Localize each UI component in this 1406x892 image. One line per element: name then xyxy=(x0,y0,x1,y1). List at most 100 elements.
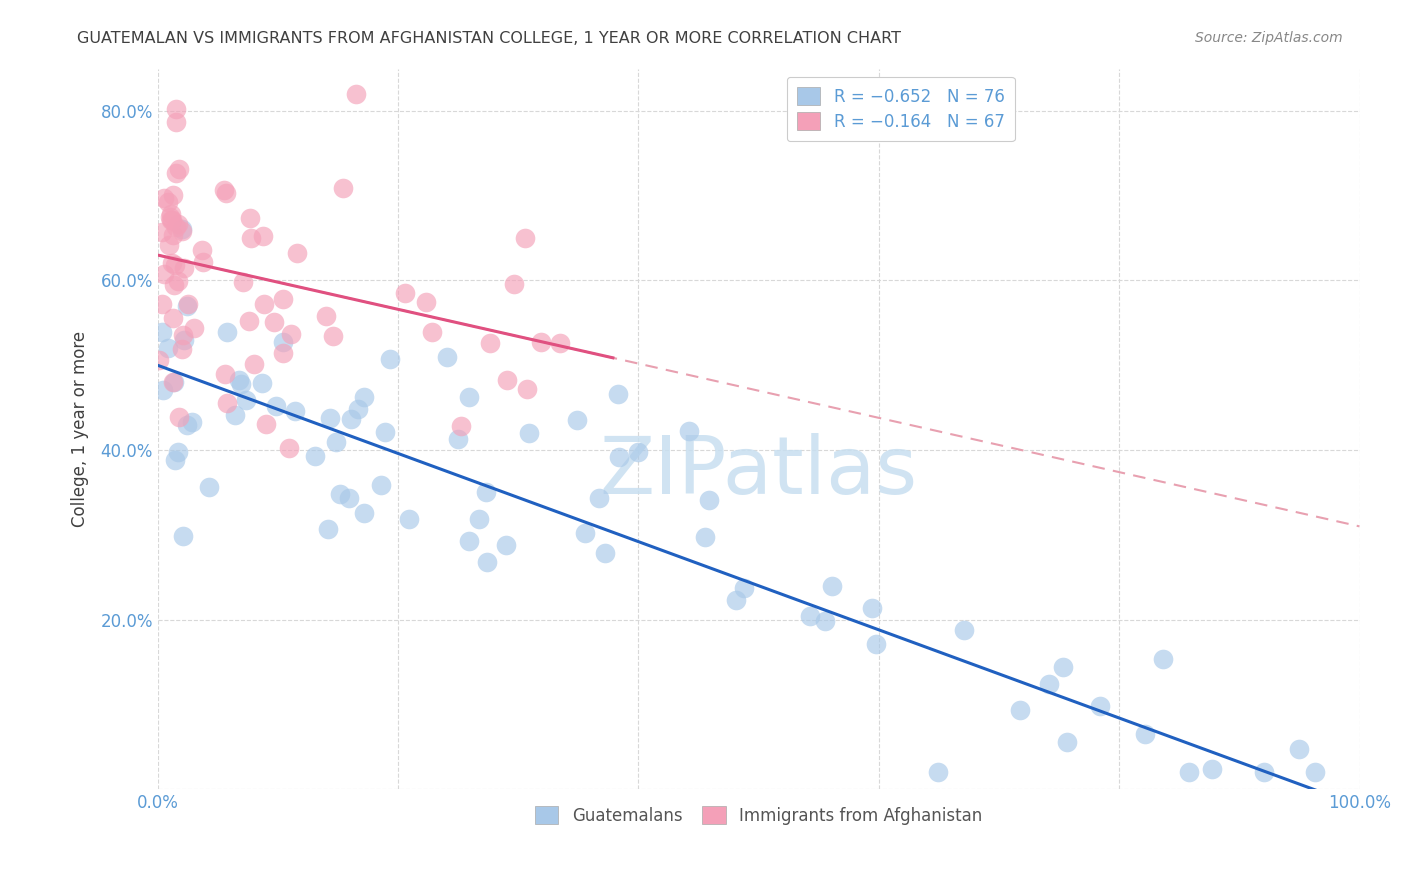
Point xyxy=(183,321,205,335)
Point xyxy=(152,383,174,397)
Point xyxy=(548,336,571,351)
Point xyxy=(475,485,498,500)
Point xyxy=(322,328,344,343)
Point xyxy=(159,211,181,225)
Point xyxy=(232,275,254,289)
Point xyxy=(693,530,716,544)
Point xyxy=(167,445,190,459)
Point xyxy=(150,297,173,311)
Point xyxy=(1201,762,1223,776)
Point xyxy=(475,555,498,569)
Point xyxy=(173,261,195,276)
Point xyxy=(516,382,538,396)
Point xyxy=(176,418,198,433)
Point xyxy=(214,367,236,381)
Point xyxy=(163,376,186,390)
Point xyxy=(215,325,238,339)
Point xyxy=(263,315,285,329)
Point xyxy=(1056,734,1078,748)
Point xyxy=(398,512,420,526)
Point xyxy=(436,350,458,364)
Point xyxy=(1052,659,1074,673)
Point xyxy=(170,224,193,238)
Point xyxy=(495,538,517,552)
Point xyxy=(1088,698,1111,713)
Point xyxy=(1008,703,1031,717)
Point xyxy=(229,377,252,392)
Point xyxy=(280,327,302,342)
Point xyxy=(565,413,588,427)
Point xyxy=(339,412,361,426)
Point xyxy=(172,342,194,356)
Point xyxy=(447,433,470,447)
Point xyxy=(172,528,194,542)
Point xyxy=(224,408,246,422)
Point xyxy=(264,399,287,413)
Point xyxy=(325,434,347,449)
Point xyxy=(353,390,375,404)
Point xyxy=(697,493,720,508)
Point xyxy=(304,450,326,464)
Point xyxy=(177,297,200,311)
Point xyxy=(160,213,183,227)
Point xyxy=(162,187,184,202)
Point xyxy=(162,376,184,390)
Point xyxy=(212,183,235,197)
Point xyxy=(166,217,188,231)
Point xyxy=(162,311,184,326)
Point xyxy=(503,277,526,292)
Point xyxy=(160,256,183,270)
Text: ZIPatlas: ZIPatlas xyxy=(599,434,918,511)
Point xyxy=(165,219,187,234)
Point xyxy=(172,327,194,342)
Point xyxy=(160,212,183,227)
Y-axis label: College, 1 year or more: College, 1 year or more xyxy=(72,331,89,527)
Text: GUATEMALAN VS IMMIGRANTS FROM AFGHANISTAN COLLEGE, 1 YEAR OR MORE CORRELATION CH: GUATEMALAN VS IMMIGRANTS FROM AFGHANISTA… xyxy=(77,31,901,46)
Point xyxy=(450,419,472,434)
Point xyxy=(517,425,540,440)
Point xyxy=(725,593,748,607)
Point xyxy=(167,274,190,288)
Point xyxy=(148,353,170,368)
Legend: Guatemalans, Immigrants from Afghanistan: Guatemalans, Immigrants from Afghanistan xyxy=(524,797,993,835)
Point xyxy=(160,207,183,221)
Point xyxy=(458,390,481,404)
Point xyxy=(607,450,630,465)
Point xyxy=(273,346,295,360)
Point xyxy=(156,194,179,209)
Point xyxy=(353,506,375,520)
Point xyxy=(927,765,949,780)
Point xyxy=(153,267,176,281)
Point xyxy=(252,229,274,244)
Point xyxy=(574,525,596,540)
Point xyxy=(167,410,190,425)
Point xyxy=(378,351,401,366)
Point xyxy=(278,441,301,455)
Point xyxy=(319,411,342,425)
Point xyxy=(495,373,517,387)
Point xyxy=(157,341,180,355)
Point xyxy=(284,403,307,417)
Point xyxy=(150,225,173,239)
Point xyxy=(193,254,215,268)
Point xyxy=(165,259,187,273)
Point xyxy=(287,245,309,260)
Point xyxy=(271,293,294,307)
Point xyxy=(316,522,339,536)
Point xyxy=(315,309,337,323)
Point xyxy=(733,581,755,595)
Point xyxy=(1152,651,1174,665)
Point xyxy=(176,299,198,313)
Point xyxy=(865,637,887,651)
Point xyxy=(627,445,650,459)
Point xyxy=(799,608,821,623)
Point xyxy=(678,424,700,438)
Point xyxy=(1253,765,1275,780)
Point xyxy=(228,373,250,387)
Point xyxy=(344,87,367,101)
Point xyxy=(239,211,262,225)
Point xyxy=(337,491,360,505)
Point xyxy=(1133,727,1156,741)
Point xyxy=(239,231,262,245)
Point xyxy=(167,161,190,176)
